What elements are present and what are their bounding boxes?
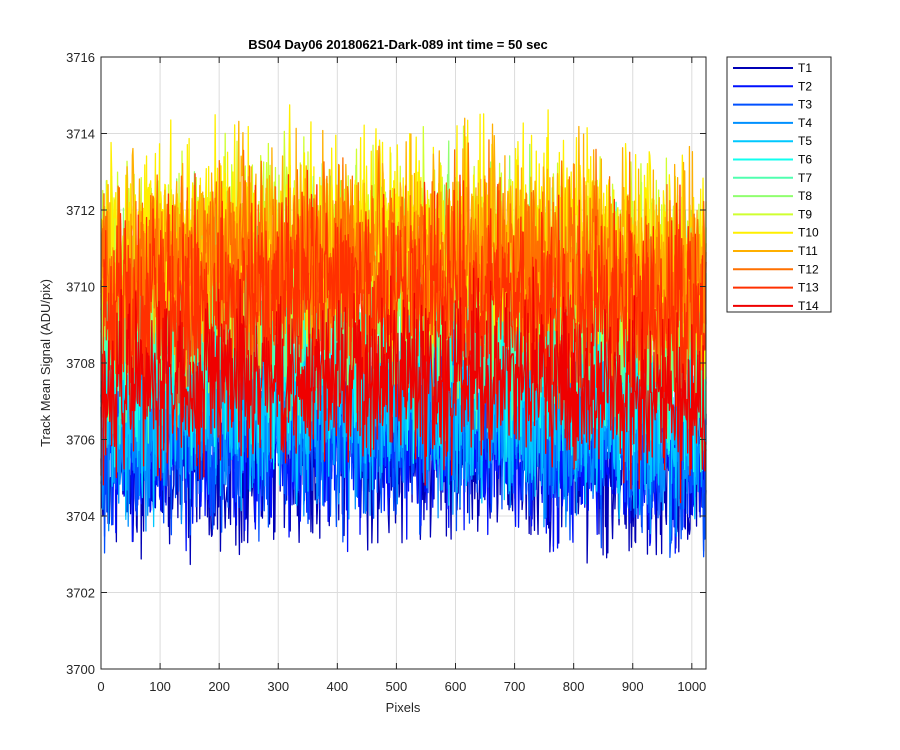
x-tick-label: 500 bbox=[386, 679, 408, 694]
x-tick-label: 100 bbox=[149, 679, 171, 694]
x-tick-label: 0 bbox=[97, 679, 104, 694]
y-tick-label: 3700 bbox=[66, 662, 95, 677]
y-tick-label: 3708 bbox=[66, 356, 95, 371]
legend-label-t8: T8 bbox=[798, 189, 812, 203]
legend-label-t10: T10 bbox=[798, 226, 819, 240]
x-tick-label: 800 bbox=[563, 679, 585, 694]
chart-title: BS04 Day06 20180621-Dark-089 int time = … bbox=[248, 37, 548, 52]
legend-label-t13: T13 bbox=[798, 281, 819, 295]
legend-label-t6: T6 bbox=[798, 153, 812, 167]
legend-label-t5: T5 bbox=[798, 134, 812, 148]
y-tick-label: 3716 bbox=[66, 50, 95, 65]
x-tick-label: 300 bbox=[267, 679, 289, 694]
tick-layer: 0 100 200 300 400 500 600 700 800 900 1000 3700 3702… bbox=[66, 50, 706, 694]
y-tick-label: 3712 bbox=[66, 203, 95, 218]
y-tick-label: 3702 bbox=[66, 586, 95, 601]
legend-label-t11: T11 bbox=[798, 244, 818, 258]
y-tick-label: 3710 bbox=[66, 280, 95, 295]
y-tick-label: 3714 bbox=[66, 127, 95, 142]
y-axis-label: Track Mean Signal (ADU/pix) bbox=[38, 279, 53, 447]
legend-label-t1: T1 bbox=[798, 61, 812, 75]
legend-label-t12: T12 bbox=[798, 262, 819, 276]
series-layer bbox=[100, 104, 707, 566]
legend-label-t2: T2 bbox=[798, 79, 812, 93]
y-tick-label: 3704 bbox=[66, 509, 95, 524]
x-tick-label: 200 bbox=[208, 679, 230, 694]
x-axis-label: Pixels bbox=[386, 700, 421, 715]
legend-label-t4: T4 bbox=[798, 116, 812, 130]
y-tick-label: 3706 bbox=[66, 433, 95, 448]
legend-label-t3: T3 bbox=[798, 98, 812, 112]
legend-label-t9: T9 bbox=[798, 207, 812, 221]
legend: T1 T2 T3 T4 T5 T6 T7 T8 T9 T10 T11 T12 T13 T14 bbox=[726, 56, 832, 313]
x-tick-label: 400 bbox=[326, 679, 348, 694]
x-tick-label: 1000 bbox=[677, 679, 706, 694]
x-tick-label: 700 bbox=[504, 679, 526, 694]
legend-label-t7: T7 bbox=[798, 171, 812, 185]
x-tick-label: 600 bbox=[445, 679, 467, 694]
series-line-t14 bbox=[100, 266, 707, 504]
x-tick-label: 900 bbox=[622, 679, 644, 694]
legend-label-t14: T14 bbox=[798, 299, 819, 313]
